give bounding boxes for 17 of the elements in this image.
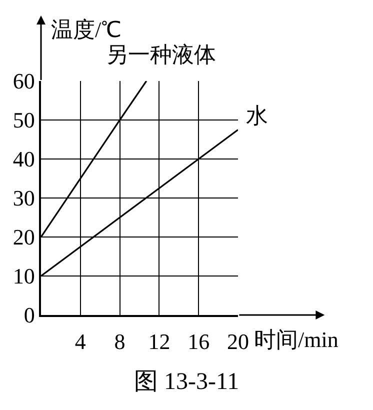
x-tick-label: 16 — [188, 329, 210, 354]
y-tick-label: 20 — [12, 224, 35, 250]
y-tick-label: 40 — [12, 146, 35, 172]
series-label: 另一种液体 — [106, 42, 216, 67]
y-tick-label: 50 — [12, 108, 35, 133]
x-tick-label: 12 — [148, 329, 170, 354]
x-tick-label: 8 — [114, 329, 126, 354]
series-label: 水 — [246, 103, 268, 128]
y-tick-label: 0 — [24, 302, 35, 328]
caption: 图 13-3-11 — [134, 369, 240, 395]
y-tick-label: 30 — [12, 186, 35, 211]
x-axis-title: 时间/min — [254, 327, 338, 352]
y-tick-label: 60 — [12, 68, 35, 94]
y-tick-label: 10 — [12, 264, 35, 289]
y-axis-title: 温度/℃ — [51, 17, 122, 42]
x-tick-label: 20 — [227, 329, 249, 354]
x-tick-label: 4 — [74, 329, 86, 354]
